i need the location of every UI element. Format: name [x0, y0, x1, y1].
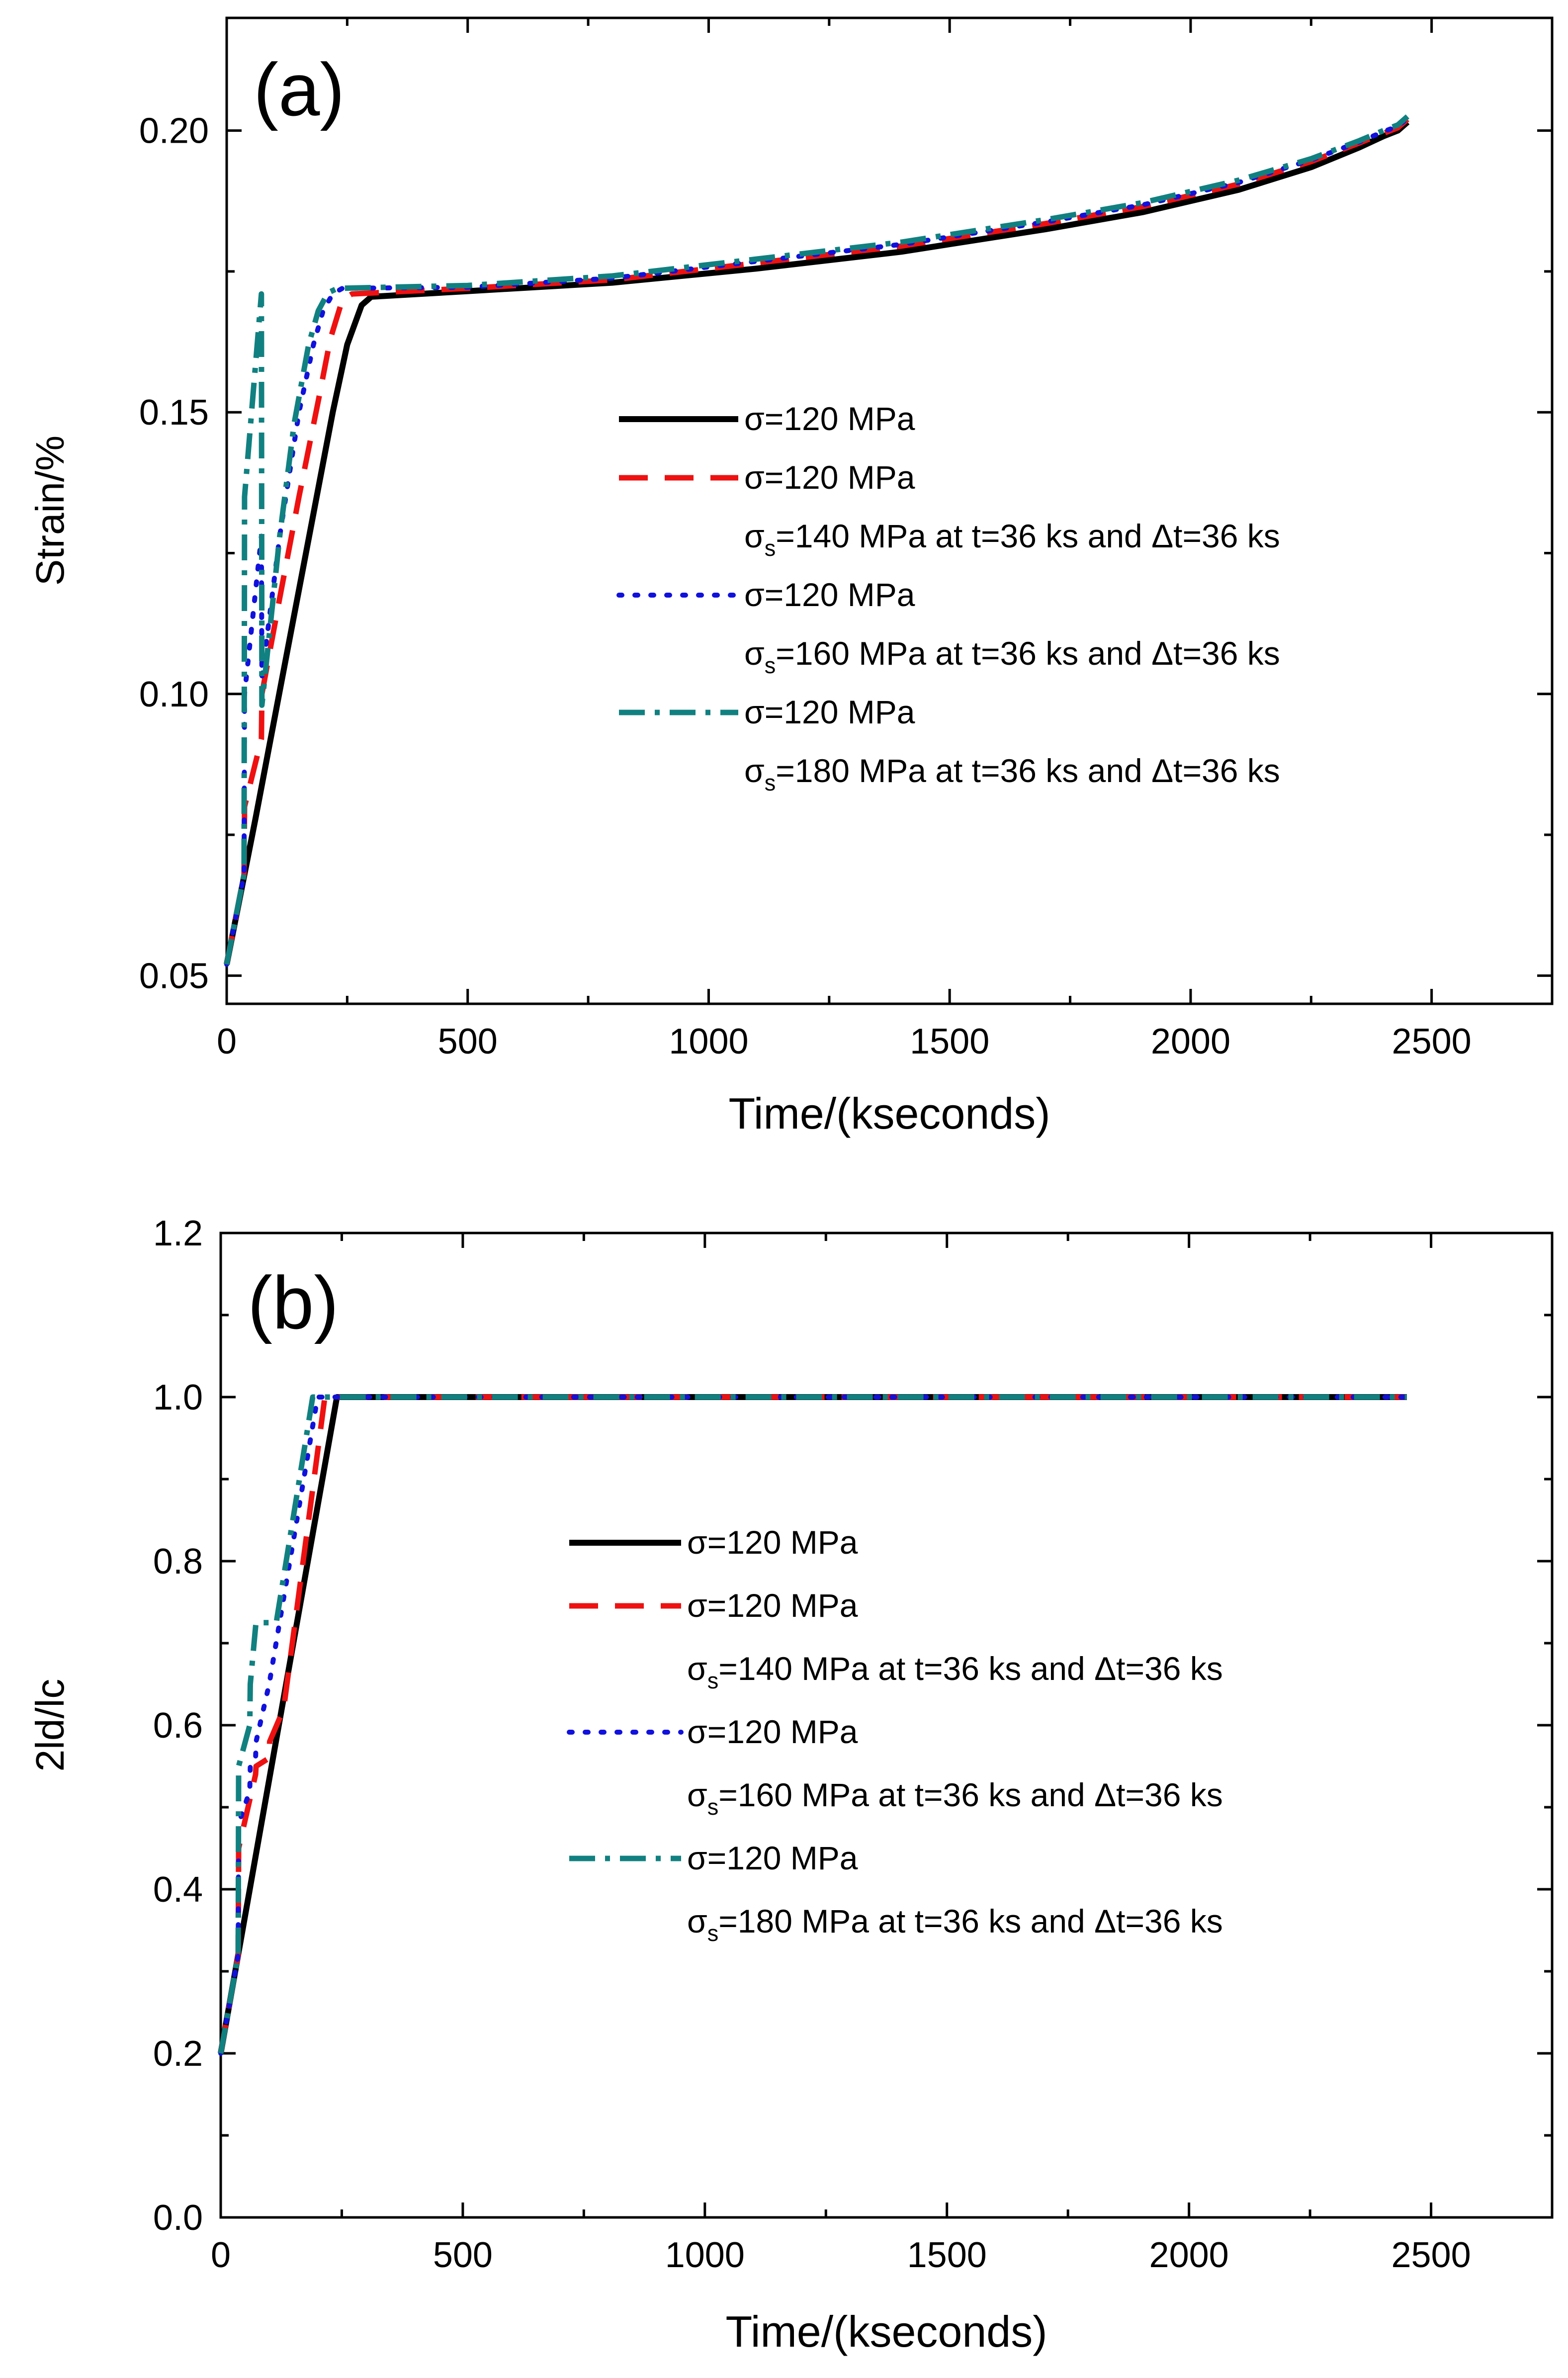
series-line-4	[218, 1394, 1407, 2054]
y-tick-label: 0.4	[153, 1870, 203, 1910]
legend-label: σs=140 MPa at t=36 ks and Δt=36 ks	[687, 1650, 1223, 1693]
panel-label: (b)	[248, 1261, 339, 1344]
y-tick-label: 0.05	[139, 956, 209, 996]
y-tick-label: 1.2	[153, 1214, 203, 1253]
legend-label: σs=180 MPa at t=36 ks and Δt=36 ks	[744, 752, 1280, 795]
x-tick-label: 500	[433, 2235, 493, 2275]
y-tick-label: 1.0	[153, 1378, 203, 1417]
y-tick-label: 0.20	[139, 111, 209, 151]
y-tick-label: 0.6	[153, 1706, 203, 1746]
legend: σ=120 MPa σ=120 MPa σs=140 MPa at t=36 ks …	[616, 400, 1280, 795]
series-lines	[218, 1394, 1409, 2056]
x-tick-label: 1500	[910, 1022, 989, 1061]
legend-label: σs=160 MPa at t=36 ks and Δt=36 ks	[687, 1776, 1223, 1820]
legend-label: σs=180 MPa at t=36 ks and Δt=36 ks	[687, 1903, 1223, 1946]
series-lines	[224, 114, 1410, 967]
axis-ticks: 0 500 1000 1500 2000 2500 0.0 0.2 0.4 0.6 0.8 1.0 1.…	[153, 1214, 1554, 2275]
series-line-1	[224, 120, 1410, 965]
y-axis-label: Strain/%	[28, 436, 72, 586]
legend: σ=120 MPa σ=120 MPa σs=140 MPa at t=36 ks …	[567, 1524, 1223, 1946]
panel-a: (a) 0 500 1000 1500 2000 2500 0.05 0.10 0.15 0.20…	[28, 16, 1554, 1138]
x-tick-label: 1000	[669, 1022, 748, 1061]
x-axis-label: Time/(kseconds)	[725, 2307, 1047, 2356]
x-axis-label: Time/(kseconds)	[728, 1089, 1050, 1138]
x-tick-label: 2500	[1392, 1022, 1472, 1061]
legend-label: σs=160 MPa at t=36 ks and Δt=36 ks	[744, 635, 1280, 678]
x-tick-label: 1500	[907, 2235, 987, 2275]
x-tick-label: 2000	[1149, 2235, 1229, 2275]
x-tick-label: 0	[217, 1022, 237, 1061]
plot-frame	[225, 16, 1554, 1005]
legend-label: σ=120 MPa	[744, 576, 915, 613]
legend-label: σ=120 MPa	[687, 1713, 858, 1750]
legend-label: σ=120 MPa	[687, 1524, 858, 1561]
x-tick-label: 2000	[1151, 1022, 1230, 1061]
series-line-4	[224, 114, 1409, 965]
x-tick-label: 0	[211, 2235, 231, 2275]
legend-label: σ=120 MPa	[687, 1587, 858, 1624]
x-tick-label: 1000	[665, 2235, 745, 2275]
legend-label: σ=120 MPa	[744, 459, 915, 496]
y-tick-label: 0.10	[139, 675, 209, 714]
x-tick-label: 500	[438, 1022, 498, 1061]
panel-b: (b) 0 500 1000 1500 2000 2500 0.0 0.2 0.4 0.6 0.8 1…	[28, 1214, 1554, 2356]
legend-label: σs=140 MPa at t=36 ks and Δt=36 ks	[744, 518, 1280, 561]
legend-label: σ=120 MPa	[744, 400, 915, 437]
axis-ticks: 0 500 1000 1500 2000 2500 0.05 0.10 0.15 0.20	[139, 18, 1554, 1061]
panel-label: (a)	[254, 48, 345, 131]
y-tick-label: 0.2	[153, 2034, 203, 2074]
y-axis-label: 2ld/lc	[28, 1679, 72, 1772]
x-tick-label: 2500	[1391, 2235, 1471, 2275]
y-tick-label: 0.8	[153, 1542, 203, 1582]
y-tick-label: 0.15	[139, 393, 209, 433]
y-tick-label: 0.0	[153, 2198, 203, 2238]
legend-label: σ=120 MPa	[687, 1840, 858, 1876]
legend-label: σ=120 MPa	[744, 694, 915, 730]
